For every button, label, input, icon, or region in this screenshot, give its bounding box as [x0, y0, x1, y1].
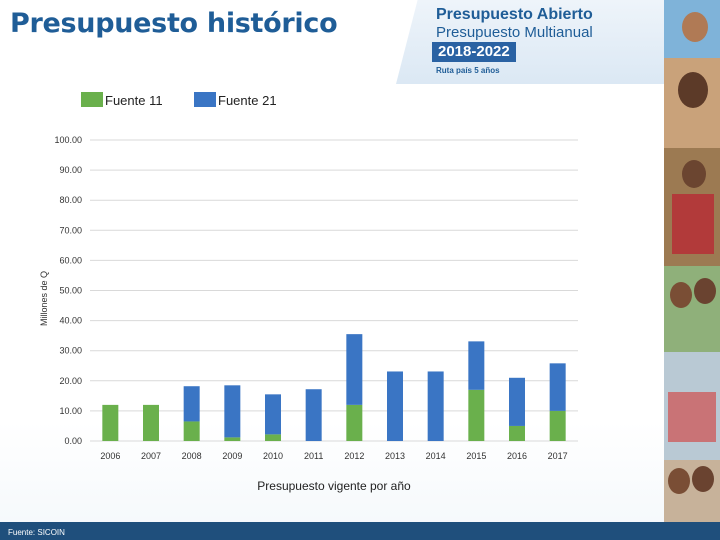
x-tick-label: 2016 [507, 451, 527, 461]
bar-fuente21-2010 [265, 394, 281, 435]
y-tick-label: 70.00 [59, 225, 82, 235]
x-tick-label: 2008 [182, 451, 202, 461]
x-tick-label: 2015 [466, 451, 486, 461]
y-tick-label: 50.00 [59, 286, 82, 296]
x-axis-label: Presupuesto vigente por año [257, 479, 411, 493]
brand-tagline: Ruta país 5 años [436, 66, 500, 75]
y-tick-label: 30.00 [59, 346, 82, 356]
bar-fuente11-2017 [549, 410, 566, 441]
bar-fuente21-2015 [468, 341, 485, 390]
bar-fuente11-2016 [509, 425, 525, 441]
x-tick-label: 2012 [344, 451, 364, 461]
bar-fuente21-2014 [427, 371, 444, 441]
legend-swatch-2 [194, 92, 216, 107]
y-tick-label: 0.00 [64, 436, 82, 446]
x-tick-label: 2017 [548, 451, 568, 461]
brand-banner: Presupuesto Abierto Presupuesto Multianu… [396, 0, 666, 84]
y-tick-label: 60.00 [59, 255, 82, 265]
bar-fuente11-2008 [183, 421, 200, 441]
photo-child-2 [664, 58, 720, 148]
bar-fuente11-2006 [102, 404, 119, 441]
y-axis-label: Millones de Q [39, 271, 49, 326]
legend-label-1: Fuente 11 [105, 93, 163, 108]
bar-fuente21-2012 [346, 334, 363, 405]
legend-label-2: Fuente 21 [218, 93, 277, 108]
bar-fuente21-2013 [387, 371, 403, 441]
bar-fuente11-2010 [265, 434, 281, 441]
bar-fuente21-2016 [509, 377, 525, 426]
x-tick-label: 2009 [222, 451, 242, 461]
x-tick-label: 2010 [263, 451, 283, 461]
bar-fuente21-2011 [305, 389, 322, 441]
y-tick-label: 90.00 [59, 165, 82, 175]
y-tick-label: 10.00 [59, 406, 82, 416]
brand-name: Presupuesto Abierto [436, 6, 593, 23]
photo-children-1 [664, 0, 720, 58]
photo-farmer [664, 148, 720, 266]
bar-fuente11-2012 [346, 404, 363, 441]
photo-strip [664, 0, 720, 522]
footer-band [0, 522, 720, 540]
y-tick-label: 40.00 [59, 316, 82, 326]
bar-fuente21-2009 [224, 385, 241, 438]
bar-fuente11-2009 [224, 437, 241, 441]
photo-classroom [664, 352, 720, 460]
photo-girls [664, 460, 720, 522]
budget-chart: Fuente 11 Fuente 21 0.00 10.00 20.00 30.00 40.… [39, 92, 578, 493]
x-tick-label: 2007 [141, 451, 161, 461]
legend-swatch-1 [81, 92, 103, 107]
brand-subtitle: Presupuesto Multianual [436, 24, 593, 41]
x-tick-label: 2011 [304, 451, 323, 461]
chart-area: Fuente 11 Fuente 21 0.00 10.00 20.00 30.00 40.… [0, 80, 660, 520]
bar-fuente21-2008 [183, 386, 200, 422]
y-tick-label: 20.00 [59, 376, 82, 386]
page-title: Presupuesto histórico [10, 8, 338, 39]
source-note: Fuente: SICOIN [8, 528, 65, 537]
x-tick-label: 2014 [426, 451, 446, 461]
x-tick-label: 2006 [100, 451, 120, 461]
x-tick-label: 2013 [385, 451, 405, 461]
y-tick-label: 100.00 [54, 135, 82, 145]
photo-children-3 [664, 266, 720, 352]
bar-fuente11-2015 [468, 389, 485, 441]
bar-fuente11-2007 [143, 404, 159, 441]
y-tick-label: 80.00 [59, 195, 82, 205]
brand-years: 2018-2022 [432, 42, 516, 62]
bar-fuente21-2017 [549, 363, 566, 411]
